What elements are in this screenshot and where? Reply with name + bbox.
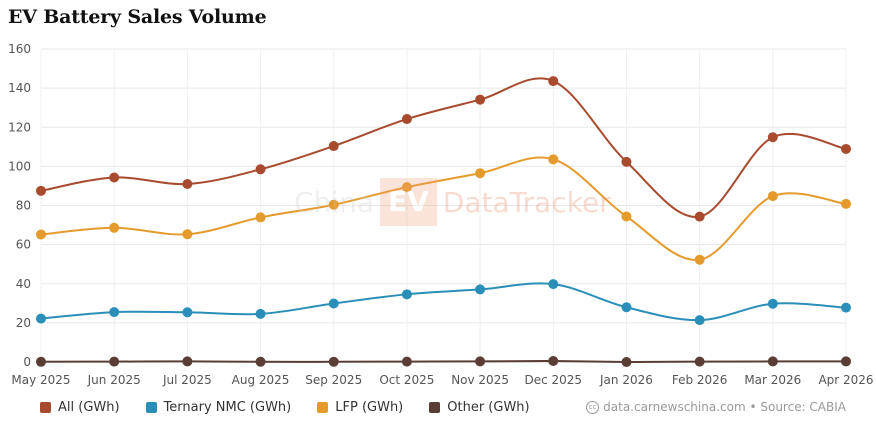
data-point-other[interactable] — [109, 356, 120, 367]
data-point-lfp[interactable] — [621, 211, 632, 222]
x-tick-label: Jun 2025 — [87, 373, 141, 387]
data-point-lfp[interactable] — [401, 182, 412, 193]
y-tick-label: 40 — [16, 277, 31, 291]
data-point-all[interactable] — [475, 94, 486, 105]
x-tick-label: May 2025 — [11, 373, 70, 387]
data-point-all[interactable] — [841, 143, 851, 154]
y-axis: 0 20 40 60 80 100 120 140 160 — [8, 42, 31, 369]
y-tick-label: 120 — [8, 120, 31, 134]
legend-swatch-all — [40, 402, 51, 413]
y-tick-label: 100 — [8, 159, 31, 173]
data-point-other[interactable] — [694, 356, 705, 367]
data-point-ternary-nmc[interactable] — [475, 284, 486, 295]
legend-swatch-other — [429, 402, 441, 413]
watermark-part2: EV — [379, 178, 437, 226]
data-point-all[interactable] — [109, 172, 120, 183]
legend-label-ternary-nmc: Ternary NMC (GWh) — [163, 400, 292, 415]
legend-swatch-lfp — [317, 402, 329, 413]
series-group — [36, 76, 851, 367]
legend-item-all[interactable]: All (GWh) — [40, 400, 120, 415]
copyright-icon: cc — [586, 400, 600, 414]
data-point-lfp[interactable] — [182, 229, 193, 240]
data-point-other[interactable] — [475, 356, 486, 367]
y-tick-label: 80 — [16, 199, 31, 213]
source-text: data.carnewschina.com • Source: CABIA — [603, 400, 846, 414]
data-point-ternary-nmc[interactable] — [767, 298, 778, 309]
data-point-lfp[interactable] — [255, 212, 266, 223]
data-point-other[interactable] — [841, 356, 851, 367]
data-point-all[interactable] — [36, 185, 46, 196]
source-note: cc data.carnewschina.com • Source: CABIA — [586, 400, 846, 414]
x-tick-label: Jan 2026 — [599, 373, 653, 387]
data-point-lfp[interactable] — [109, 222, 120, 233]
data-point-all[interactable] — [694, 211, 705, 222]
x-axis: May 2025 Jun 2025 Jul 2025 Aug 2025 Sep 2025… — [11, 373, 873, 387]
legend-item-other[interactable]: Other (GWh) — [429, 400, 530, 415]
data-point-other[interactable] — [621, 357, 632, 367]
x-tick-label: Nov 2025 — [451, 373, 509, 387]
data-point-lfp[interactable] — [767, 191, 778, 202]
data-point-lfp[interactable] — [475, 168, 486, 179]
data-point-other[interactable] — [767, 356, 778, 367]
data-point-all[interactable] — [182, 178, 193, 189]
data-point-all[interactable] — [548, 76, 559, 87]
data-point-lfp[interactable] — [694, 254, 705, 265]
data-point-lfp[interactable] — [328, 199, 339, 210]
data-point-all[interactable] — [767, 132, 778, 143]
x-tick-label: Feb 2026 — [672, 373, 728, 387]
data-point-all[interactable] — [255, 164, 266, 175]
x-tick-label: Aug 2025 — [232, 373, 290, 387]
data-point-other[interactable] — [548, 356, 559, 367]
data-point-other[interactable] — [182, 356, 193, 367]
series-line-other — [40, 360, 847, 364]
x-tick-label: Mar 2026 — [744, 373, 801, 387]
x-tick-label: Oct 2025 — [379, 373, 434, 387]
data-point-ternary-nmc[interactable] — [255, 308, 266, 319]
watermark-part3: DataTracker — [442, 185, 611, 219]
data-point-all[interactable] — [328, 141, 339, 152]
y-tick-label: 20 — [16, 316, 31, 330]
data-point-ternary-nmc[interactable] — [36, 313, 46, 324]
data-point-all[interactable] — [621, 156, 632, 167]
data-point-ternary-nmc[interactable] — [548, 279, 559, 290]
y-tick-label: 140 — [8, 81, 31, 95]
data-point-other[interactable] — [401, 356, 412, 367]
legend-label-all: All (GWh) — [58, 400, 120, 415]
x-tick-label: Jul 2025 — [162, 373, 212, 387]
data-point-ternary-nmc[interactable] — [328, 298, 339, 309]
y-tick-label: 60 — [16, 238, 31, 252]
x-tick-label: Apr 2026 — [818, 373, 873, 387]
data-point-ternary-nmc[interactable] — [401, 289, 412, 300]
legend-label-other: Other (GWh) — [447, 400, 530, 415]
series-line-ternary-nmc — [40, 282, 847, 322]
data-point-lfp[interactable] — [548, 154, 559, 165]
legend-item-lfp[interactable]: LFP (GWh) — [317, 400, 403, 415]
x-tick-label: Sep 2025 — [305, 373, 362, 387]
watermark: China EV DataTracker — [294, 178, 611, 226]
legend: All (GWh) Ternary NMC (GWh) LFP (GWh) Ot… — [40, 400, 530, 415]
data-point-lfp[interactable] — [841, 198, 851, 209]
legend-label-lfp: LFP (GWh) — [335, 400, 404, 415]
data-point-ternary-nmc[interactable] — [182, 307, 193, 318]
data-point-other[interactable] — [36, 356, 46, 367]
data-point-ternary-nmc[interactable] — [109, 307, 120, 318]
legend-item-ternary-nmc[interactable]: Ternary NMC (GWh) — [145, 400, 292, 415]
data-point-lfp[interactable] — [36, 229, 46, 240]
data-point-ternary-nmc[interactable] — [621, 302, 632, 313]
y-tick-label: 0 — [23, 355, 31, 369]
x-tick-label: Dec 2025 — [524, 373, 582, 387]
data-point-other[interactable] — [328, 356, 339, 367]
data-point-ternary-nmc[interactable] — [841, 302, 851, 313]
data-point-other[interactable] — [255, 356, 266, 367]
watermark-part1: China — [294, 185, 374, 219]
legend-swatch-ternary-nmc — [145, 402, 157, 413]
y-tick-label: 160 — [8, 42, 31, 56]
data-point-all[interactable] — [401, 114, 412, 125]
chart-title: EV Battery Sales Volume — [8, 6, 267, 28]
data-point-ternary-nmc[interactable] — [694, 315, 705, 326]
